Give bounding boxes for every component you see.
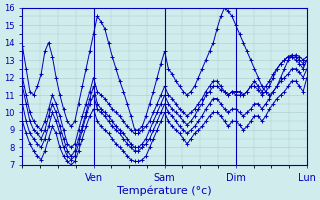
X-axis label: Température (°c): Température (°c) xyxy=(117,185,212,196)
